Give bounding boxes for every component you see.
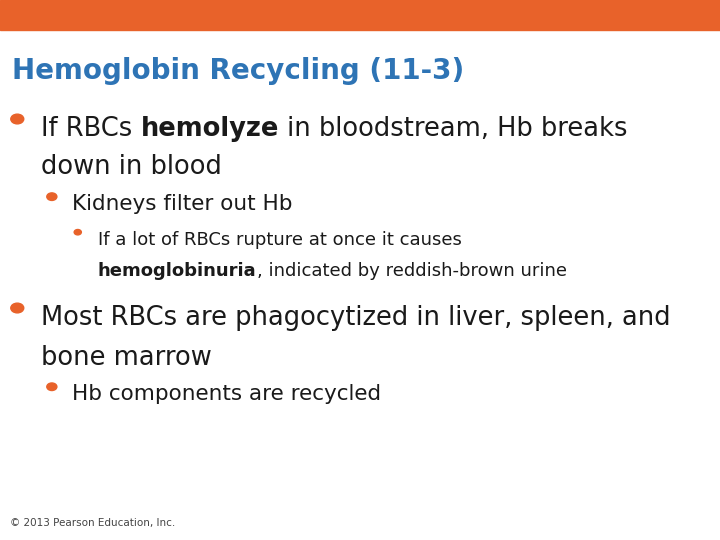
Text: hemolyze: hemolyze — [140, 116, 279, 142]
Text: bone marrow: bone marrow — [41, 345, 212, 370]
Text: hemoglobinuria: hemoglobinuria — [98, 262, 256, 280]
Circle shape — [47, 383, 57, 390]
Text: , indicated by reddish-brown urine: , indicated by reddish-brown urine — [256, 262, 567, 280]
Circle shape — [11, 114, 24, 124]
Circle shape — [11, 303, 24, 313]
Circle shape — [47, 193, 57, 200]
Text: © 2013 Pearson Education, Inc.: © 2013 Pearson Education, Inc. — [10, 518, 176, 528]
Text: If a lot of RBCs rupture at once it causes: If a lot of RBCs rupture at once it caus… — [98, 231, 462, 248]
Text: Kidneys filter out Hb: Kidneys filter out Hb — [72, 194, 292, 214]
Bar — [0, 0, 720, 30]
Text: Hb components are recycled: Hb components are recycled — [72, 384, 381, 404]
Text: down in blood: down in blood — [41, 154, 222, 180]
Text: Most RBCs are phagocytized in liver, spleen, and: Most RBCs are phagocytized in liver, spl… — [41, 305, 670, 331]
Text: If RBCs: If RBCs — [41, 116, 140, 142]
Text: in bloodstream, Hb breaks: in bloodstream, Hb breaks — [279, 116, 627, 142]
Text: Hemoglobin Recycling (11-3): Hemoglobin Recycling (11-3) — [12, 57, 464, 85]
Circle shape — [74, 230, 81, 235]
